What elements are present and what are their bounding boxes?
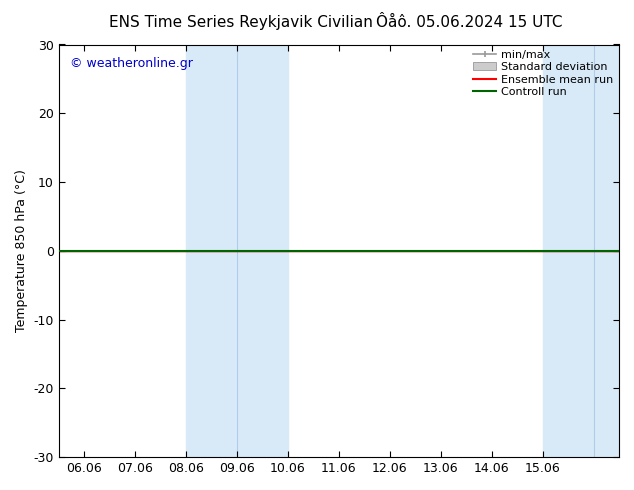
Bar (543, 45, 593, 457)
Bar (186, 45, 237, 457)
Text: © weatheronline.gr: © weatheronline.gr (70, 57, 193, 70)
Legend: min/max, Standard deviation, Ensemble mean run, Controll run: min/max, Standard deviation, Ensemble me… (470, 47, 617, 100)
Y-axis label: Temperature 850 hPa (°C): Temperature 850 hPa (°C) (15, 170, 28, 332)
Bar (593, 45, 634, 457)
Bar (237, 45, 288, 457)
Text: Ôåô. 05.06.2024 15 UTC: Ôåô. 05.06.2024 15 UTC (376, 15, 562, 30)
Text: ENS Time Series Reykjavik Civilian: ENS Time Series Reykjavik Civilian (109, 15, 373, 30)
